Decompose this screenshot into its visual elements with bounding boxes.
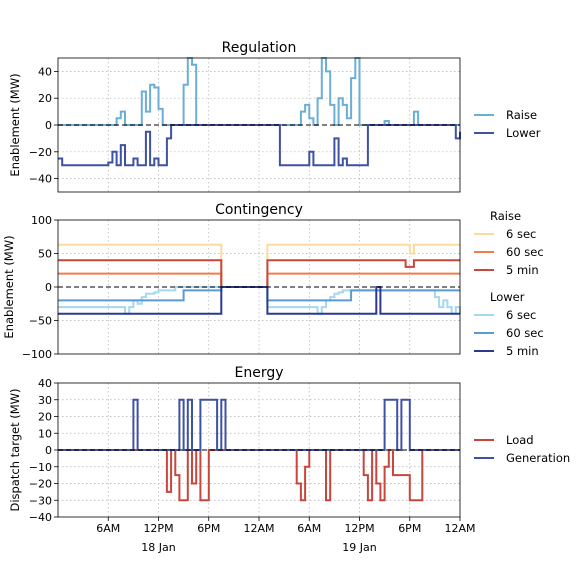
x-tick-label: 6AM [96,522,120,535]
legend-energy: Load Generation [474,433,570,465]
legend-regulation: Raise Lower [474,108,541,140]
series-raise-5-min [58,259,460,288]
panel-energy: Energy Dispatch target (MW) −40 −30 −20 −10… [8,365,570,554]
legend-label: 5 min [506,263,539,277]
chart-title-regulation: Regulation [222,40,297,56]
y-tick-label: 20 [38,92,52,105]
chart-title-energy: Energy [234,365,283,381]
x-day-label: 19 Jan [342,541,376,554]
y-tick-label: −50 [29,315,52,328]
y-tick-label: −20 [29,478,52,491]
y-tick-label: −40 [29,511,52,524]
y-tick-label: 20 [38,411,52,424]
x-tick-label: 6AM [297,522,321,535]
y-tick-label: 100 [31,214,52,227]
y-tick-label: 30 [38,394,52,407]
x-tick-label: 12AM [444,522,475,535]
series-contingency [58,243,461,315]
y-tick-label: 50 [38,248,52,261]
y-ticks-energy: −40 −30 −20 −10 0 10 20 30 40 [29,377,58,524]
x-tick-label: 12PM [344,522,374,535]
y-tick-label: −20 [29,146,52,159]
x-tick-label: 12PM [143,522,173,535]
series-raise-6-sec [58,243,460,288]
y-tick-label: −100 [22,348,52,361]
legend-group-title: Lower [490,290,525,304]
grid-contingency [58,220,460,354]
y-tick-label: 40 [38,65,52,78]
y-axis-label-energy: Dispatch target (MW) [8,388,22,511]
legend-label: 60 sec [506,326,544,340]
y-axis-label-contingency: Enablement (MW) [2,235,16,338]
x-tick-label: 6PM [197,522,220,535]
x-ticks-energy: 6AM 12PM 6PM 12AM 6AM 12PM 6PM 12AM 18 Jan 19 Jan [96,517,476,554]
y-ticks-regulation: −40 −20 0 20 40 [29,65,58,186]
y-tick-label: 0 [45,119,52,132]
grid-regulation [58,58,460,192]
legend-group-title: Raise [490,209,521,223]
y-tick-label: −40 [29,173,52,186]
y-tick-label: −10 [29,461,52,474]
legend-label: 5 min [506,344,539,358]
legend-label: 6 sec [506,308,536,322]
x-day-label: 18 Jan [141,541,175,554]
series-load [58,449,460,502]
panel-regulation: Regulation Enablement (MW) −40 −20 0 20 40 R… [8,40,541,193]
y-tick-label: −30 [29,494,52,507]
y-tick-label: 40 [38,377,52,390]
legend-contingency: Raise 6 sec 60 sec 5 min Lower 6 sec 60 sec 5 m… [474,209,544,358]
y-tick-label: 0 [45,281,52,294]
legend-label: Generation [506,451,570,465]
series-lower-6-sec [58,286,461,315]
panel-contingency: Contingency Enablement (MW) −100 −50 0 50 10… [2,202,544,361]
y-axis-label-regulation: Enablement (MW) [8,73,22,176]
legend-label: Load [506,433,534,447]
legend-label: Lower [506,126,541,140]
y-ticks-contingency: −100 −50 0 50 100 [22,214,58,361]
chart-title-contingency: Contingency [215,202,303,218]
y-tick-label: 10 [38,427,52,440]
x-tick-label: 12AM [243,522,274,535]
x-tick-label: 6PM [398,522,421,535]
grid-energy [58,383,460,517]
legend-label: Raise [506,108,537,122]
legend-label: 6 sec [506,227,536,241]
y-tick-label: 0 [45,444,52,457]
legend-label: 60 sec [506,245,544,259]
